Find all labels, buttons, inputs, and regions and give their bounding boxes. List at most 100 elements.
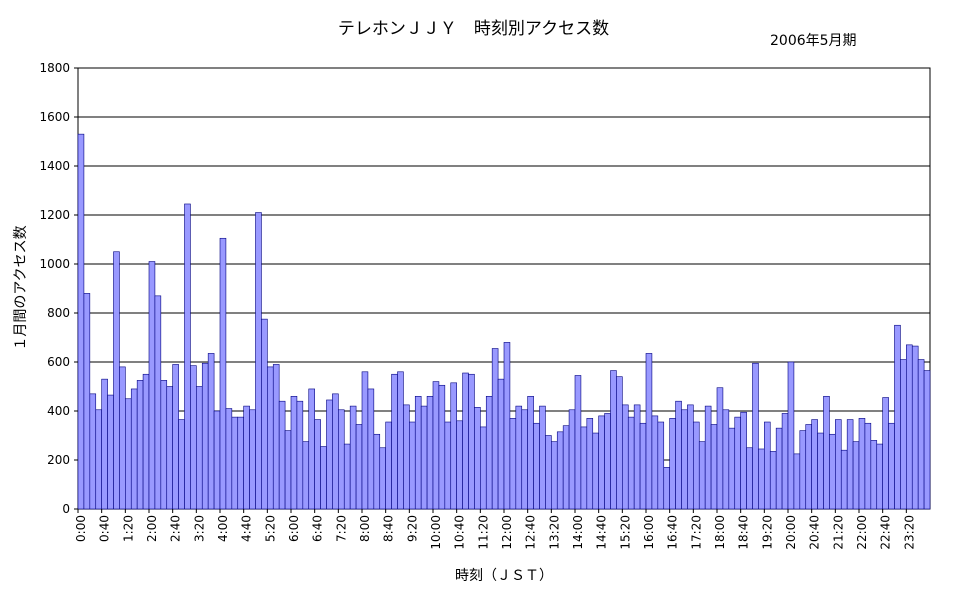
bar (545, 435, 552, 510)
bar (207, 353, 215, 510)
x-tick-label: 14:00 (571, 515, 585, 550)
bar (710, 424, 718, 510)
chart-subtitle: 2006年5月期 (770, 33, 857, 49)
bar (781, 413, 789, 510)
bar (675, 400, 682, 510)
y-tick-label: 1600 (39, 110, 70, 124)
x-tick-label: 11:20 (476, 515, 490, 550)
bar (864, 422, 872, 510)
bar (355, 424, 363, 510)
bar (308, 388, 315, 510)
bar (278, 400, 286, 510)
bar (639, 422, 647, 510)
bar (142, 373, 150, 510)
bar (190, 365, 197, 510)
bar (852, 441, 860, 510)
bar (101, 378, 108, 510)
bar (556, 431, 564, 510)
bar (497, 378, 505, 510)
bar (681, 409, 688, 510)
bar (805, 424, 812, 510)
y-tick-label: 1800 (39, 61, 70, 75)
bar (799, 430, 807, 510)
y-tick-label: 800 (47, 306, 70, 320)
bar (580, 426, 588, 510)
bar (823, 395, 830, 510)
x-tick-label: 6:00 (287, 515, 301, 542)
bar (414, 395, 422, 510)
bar (793, 453, 801, 510)
bar (669, 418, 676, 510)
bar (456, 420, 463, 510)
bar (503, 342, 511, 510)
x-tick-label: 15:20 (618, 515, 632, 550)
bar (243, 405, 250, 510)
bar (77, 133, 85, 510)
bar (338, 409, 345, 510)
bar (521, 409, 528, 510)
bar (622, 404, 629, 510)
bar (397, 371, 404, 510)
bar (900, 359, 907, 510)
y-tick-label: 400 (47, 404, 70, 418)
bar (693, 421, 700, 510)
bar (462, 372, 469, 510)
bar (136, 380, 144, 510)
bar (734, 416, 741, 510)
x-tick-label: 16:40 (666, 515, 680, 550)
bar (651, 415, 659, 510)
bar (225, 408, 233, 510)
bar (551, 441, 558, 510)
bar (196, 386, 203, 510)
x-tick-label: 5:20 (263, 515, 277, 542)
bar (817, 432, 824, 510)
bar (840, 449, 848, 510)
x-axis-label: 時刻（ＪＳＴ） (455, 568, 553, 584)
bar (391, 373, 398, 510)
bar (894, 324, 901, 510)
bar (716, 387, 724, 510)
bar (811, 419, 818, 510)
x-tick-label: 2:40 (169, 515, 183, 542)
bar (290, 395, 298, 510)
bar (420, 405, 428, 510)
bar (876, 443, 883, 510)
bar (627, 416, 635, 510)
x-axis-ticks: 0:00 0:40 1:20 2:00 2:40 3:20 4:00 4:40 5:20 6:00… (74, 509, 916, 550)
bar (89, 393, 97, 510)
bar (409, 421, 416, 510)
bar (509, 418, 517, 510)
bar (592, 432, 599, 510)
bar (284, 430, 292, 510)
bar (769, 451, 777, 510)
y-tick-label: 200 (47, 453, 70, 467)
bar (870, 440, 878, 510)
x-tick-label: 13:20 (547, 515, 561, 550)
bar (296, 400, 304, 510)
x-tick-label: 22:40 (879, 515, 893, 550)
bar (302, 441, 310, 510)
bar (267, 366, 274, 510)
bar (444, 421, 452, 510)
x-tick-label: 17:20 (689, 515, 703, 550)
x-tick-label: 16:00 (642, 515, 656, 550)
x-tick-label: 10:40 (453, 515, 467, 550)
bar (728, 427, 736, 510)
bar (367, 388, 375, 510)
bar (314, 419, 321, 510)
y-tick-label: 1200 (39, 208, 70, 222)
bar (349, 405, 357, 510)
bar (491, 348, 499, 510)
x-tick-label: 14:40 (595, 515, 609, 550)
bar (888, 422, 895, 510)
bar (787, 361, 795, 510)
bar (610, 370, 617, 510)
bar (539, 405, 546, 510)
bar (255, 212, 262, 510)
x-tick-label: 19:20 (760, 515, 774, 550)
bar (237, 416, 244, 510)
bar (148, 261, 156, 510)
x-tick-label: 6:40 (311, 515, 325, 542)
bar (829, 433, 836, 510)
